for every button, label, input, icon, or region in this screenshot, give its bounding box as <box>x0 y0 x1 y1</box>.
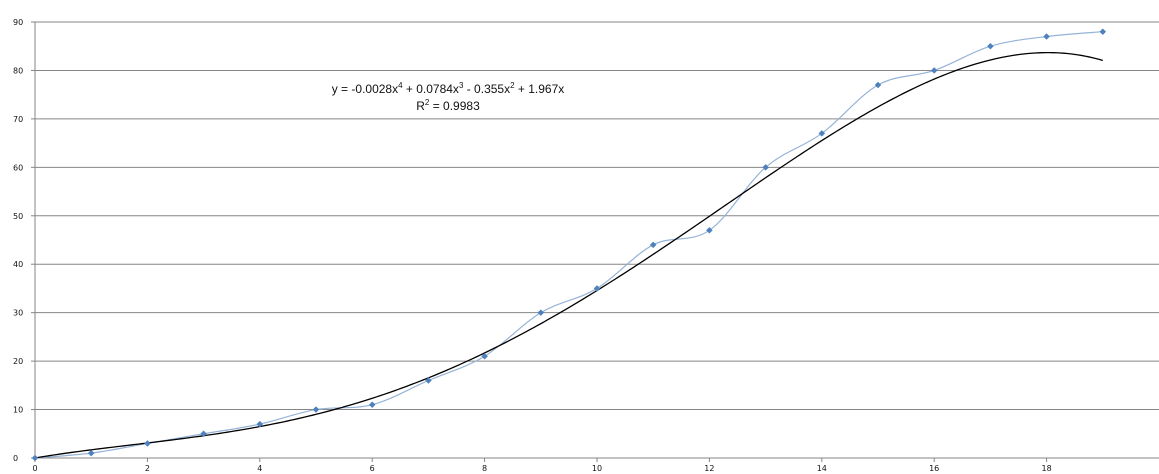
x-tick-label-14: 14 <box>817 464 827 473</box>
data-point-14 <box>818 130 826 137</box>
y-tick-label-10: 10 <box>13 406 23 415</box>
data-point-0 <box>31 454 39 462</box>
gridlines <box>35 21 1159 411</box>
data-point-18 <box>1043 33 1050 40</box>
y-tick-label-0: 0 <box>13 454 18 463</box>
axes <box>34 22 1159 459</box>
y-tick-label-80: 80 <box>13 66 23 75</box>
r-squared-label: R2 = 0.9983 <box>416 98 480 113</box>
y-tick-label-30: 30 <box>13 309 23 318</box>
data-point-3 <box>200 430 207 438</box>
data-point-4 <box>256 420 264 428</box>
x-tick-label-12: 12 <box>704 464 714 473</box>
data-point-13 <box>762 163 769 171</box>
x-tick-label-10: 10 <box>592 464 602 473</box>
data-point-17 <box>987 42 994 50</box>
data-point-8 <box>481 352 488 360</box>
data-point-11 <box>649 241 657 249</box>
x-tick-label-2: 2 <box>145 464 150 473</box>
data-point-7 <box>425 377 432 384</box>
data-point-12 <box>706 226 713 234</box>
data-points <box>31 28 1107 462</box>
x-tick-label-4: 4 <box>257 464 262 473</box>
x-tick-label-0: 0 <box>32 464 37 473</box>
data-point-5 <box>312 406 320 413</box>
y-tick-label-40: 40 <box>13 260 23 269</box>
data-point-6 <box>368 401 376 409</box>
y-tick-label-60: 60 <box>13 163 23 172</box>
data-point-16 <box>930 67 938 74</box>
y-tick-label-90: 90 <box>13 18 23 27</box>
trendline-equation: y = -0.0028x4 + 0.0784x3 - 0.355x2 + 1.9… <box>332 81 565 96</box>
x-tick-label-16: 16 <box>929 464 939 473</box>
data-point-2 <box>144 440 151 447</box>
trendline <box>34 51 1103 459</box>
y-tick-label-50: 50 <box>13 212 23 221</box>
x-tick-label-6: 6 <box>370 464 375 473</box>
x-tick-label-8: 8 <box>482 464 487 473</box>
data-point-9 <box>537 309 545 317</box>
series-smoothed-line <box>34 31 1103 459</box>
x-tick-labels: 0 2 4 6 8 10 12 14 16 18 <box>32 458 1052 473</box>
y-tick-labels: 0 10 20 30 40 50 60 70 80 90 <box>13 18 35 463</box>
data-point-1 <box>87 449 95 457</box>
y-tick-label-70: 70 <box>13 115 23 124</box>
data-point-10 <box>593 285 601 292</box>
data-point-19 <box>1099 28 1107 36</box>
y-tick-label-20: 20 <box>13 357 23 366</box>
x-tick-label-18: 18 <box>1042 464 1052 473</box>
data-point-15 <box>874 81 882 89</box>
